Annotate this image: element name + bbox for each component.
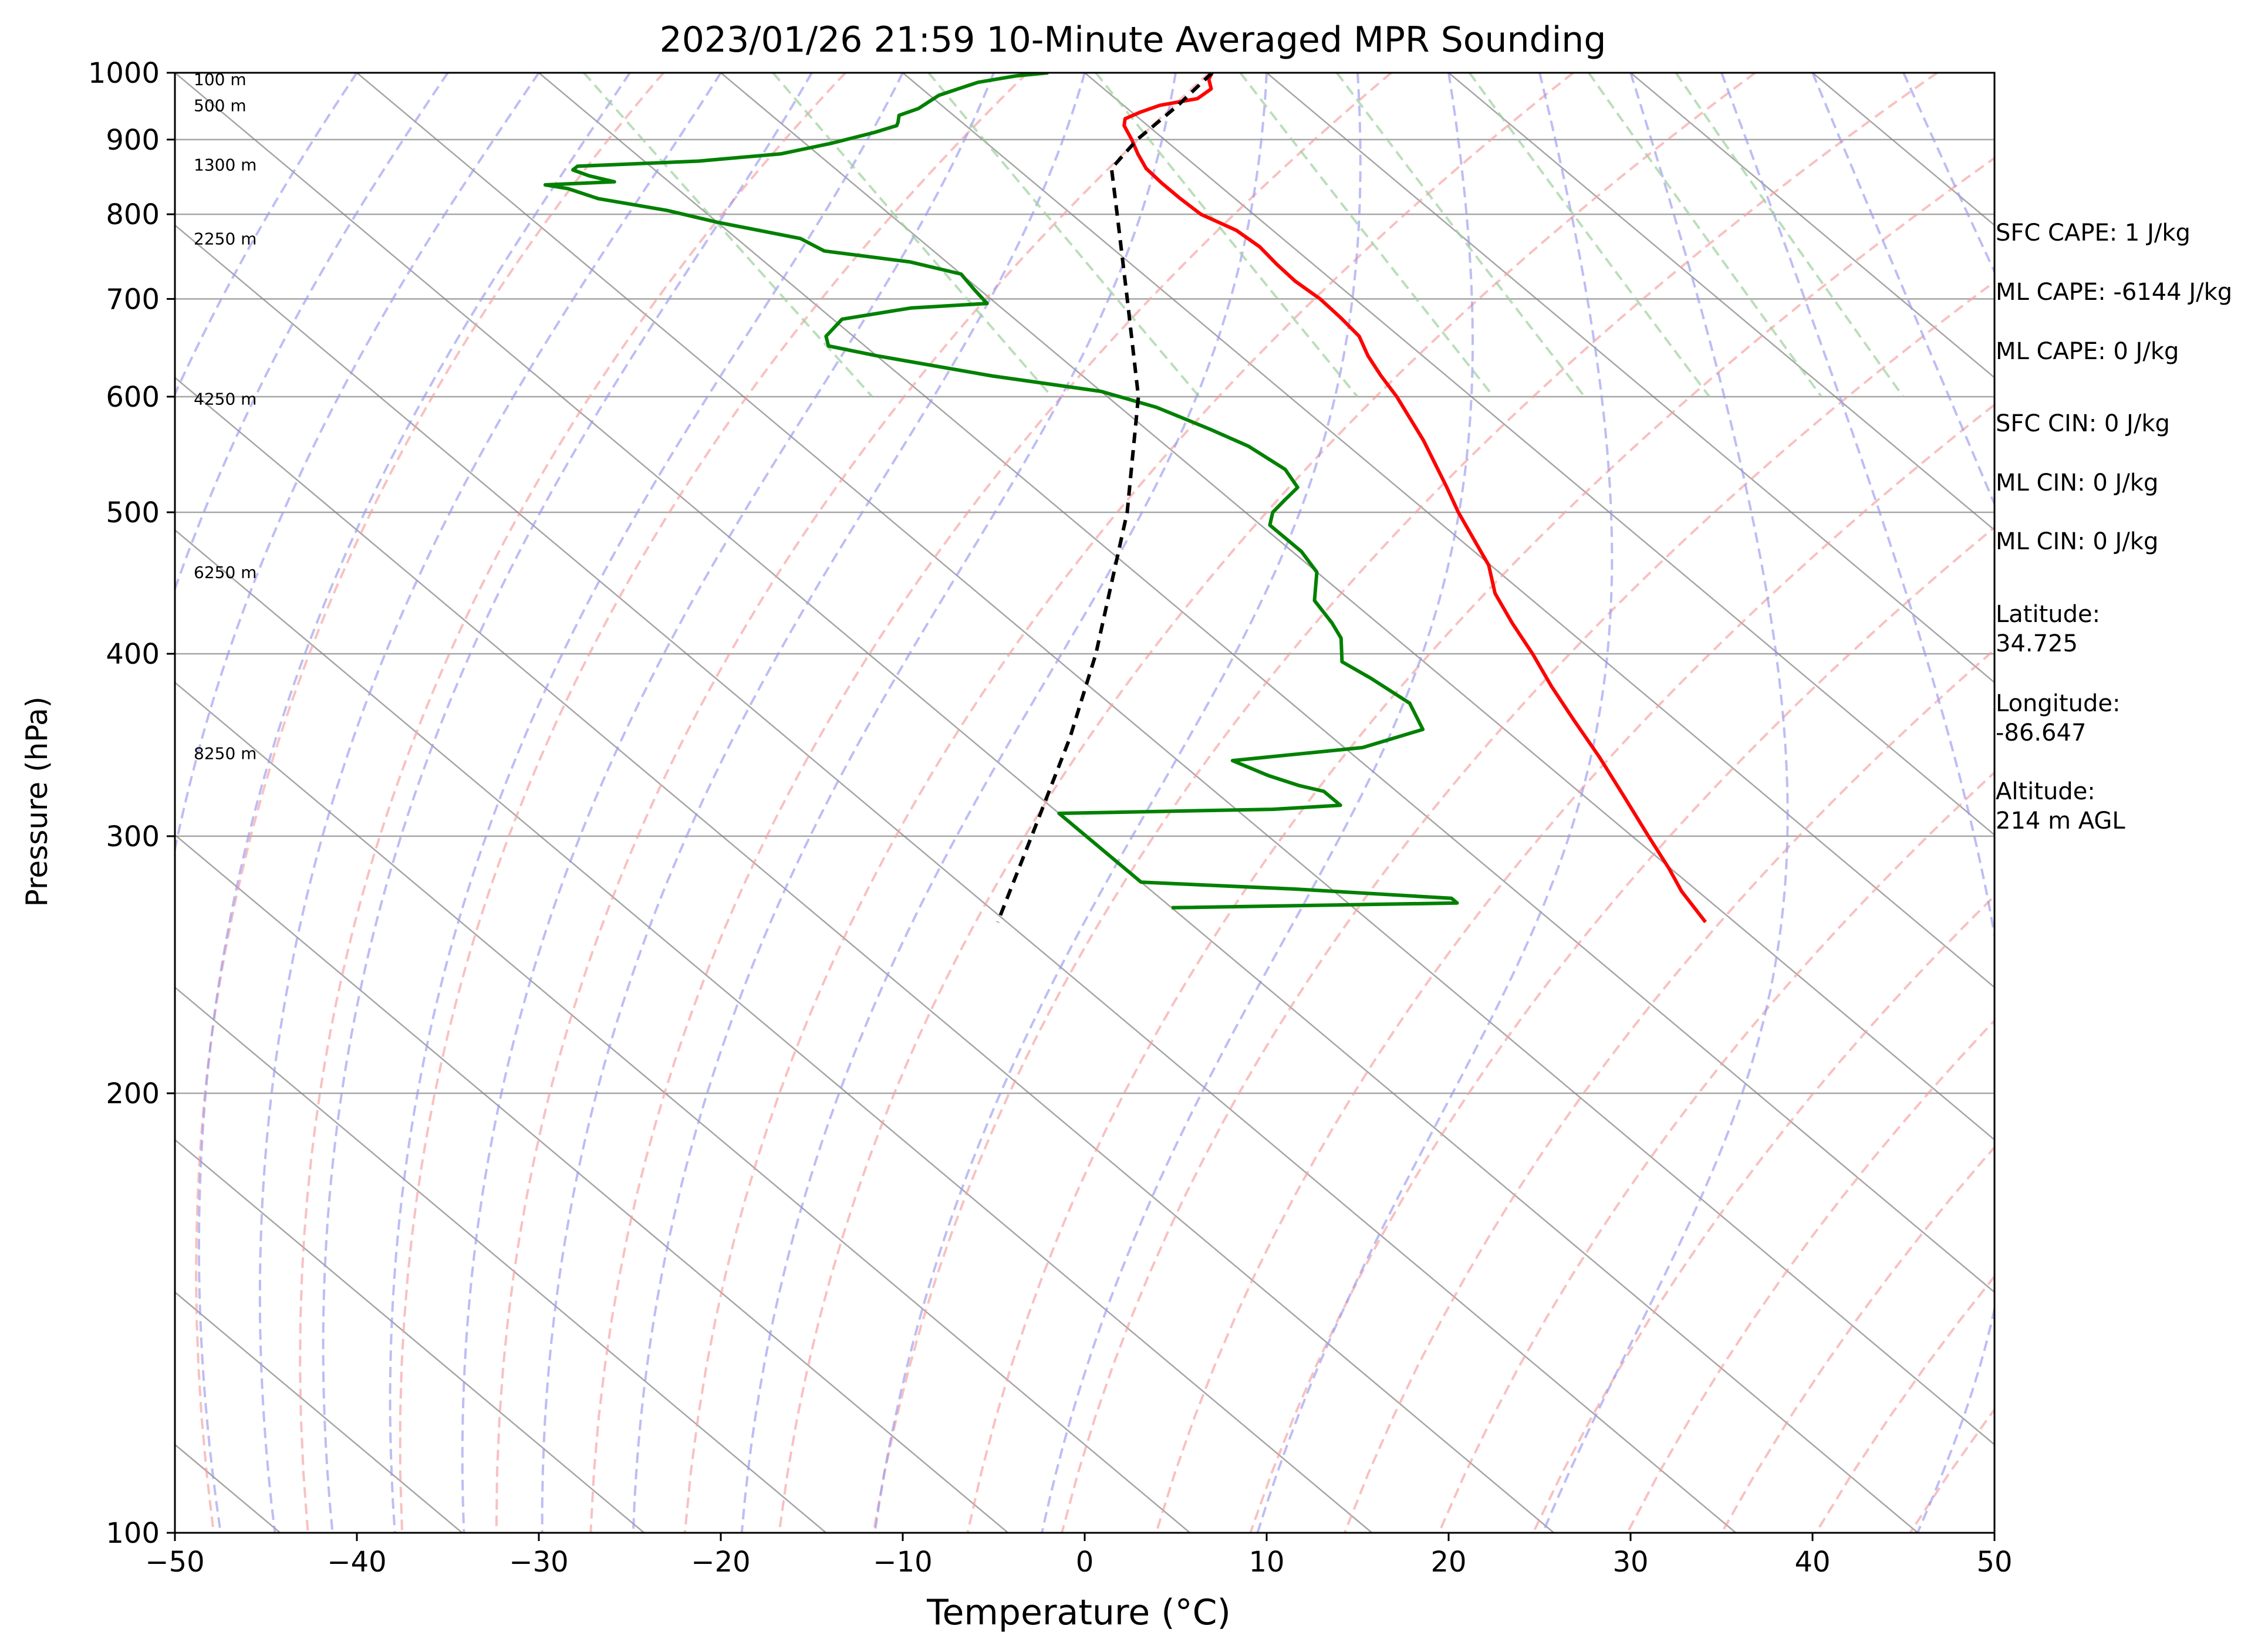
x-tick-label: 40 xyxy=(1794,1546,1830,1579)
height-label: 4250 m xyxy=(194,390,256,409)
y-tick-label: 200 xyxy=(106,1077,160,1110)
dry-adiabat-line xyxy=(495,73,1210,1533)
x-tick-label: −40 xyxy=(327,1546,386,1579)
isotherm-line xyxy=(175,681,1191,1533)
x-axis-label: Temperature (°C) xyxy=(926,1592,1231,1633)
moist-adiabat-line xyxy=(541,73,1086,1533)
isotherm-line xyxy=(175,834,1009,1533)
dewpoint-profile xyxy=(543,73,1459,910)
height-label: 6250 m xyxy=(194,563,256,582)
y-axis-label: Pressure (hPa) xyxy=(20,697,54,907)
moist-adiabat-line xyxy=(322,73,813,1533)
x-tick-label: 10 xyxy=(1248,1546,1284,1579)
moist-adiabat-line xyxy=(389,73,904,1533)
isotherm-line xyxy=(538,73,1994,1293)
chart-title: 2023/01/26 21:59 10-Minute Averaged MPR … xyxy=(660,19,1607,60)
longitude-text: Longitude: -86.647 xyxy=(1996,690,2121,746)
dry-adiabat-line xyxy=(778,73,1756,1533)
altitude-text: Altitude: 214 m AGL xyxy=(1996,778,2125,834)
moist-adiabat-line xyxy=(1811,73,1994,507)
ml-cin-text-2: ML CIN: 0 J/kg xyxy=(1996,528,2159,555)
dry-adiabat-line xyxy=(872,73,1938,1533)
dry-adiabat-line xyxy=(1155,403,1994,1533)
y-tick-label: 100 xyxy=(106,1517,160,1550)
x-tick-label: −30 xyxy=(509,1546,568,1579)
height-label: 500 m xyxy=(194,96,247,115)
isotherm-line xyxy=(1084,73,1994,836)
isotherm-line xyxy=(902,73,1994,989)
dry-adiabat-line xyxy=(1437,771,1994,1533)
x-tick-label: −50 xyxy=(145,1546,204,1579)
isotherm-line xyxy=(175,986,827,1533)
sounding-profiles xyxy=(543,73,1707,924)
moist-adiabat-line xyxy=(175,73,358,397)
x-tick-label: −20 xyxy=(691,1546,750,1579)
dry-adiabat-line xyxy=(966,156,1994,1533)
moist-adiabat-line xyxy=(461,73,995,1533)
isotherm-line xyxy=(1448,73,1994,531)
ml-cape-text: ML CAPE: -6144 J/kg xyxy=(1996,279,2233,306)
dry-adiabat-line xyxy=(683,73,1574,1533)
y-tick-label: 800 xyxy=(106,198,160,231)
isotherm-line xyxy=(175,529,1373,1533)
moist-adiabat-line xyxy=(740,73,1268,1533)
y-tick-label: 900 xyxy=(106,124,160,157)
axes: −50 −40 −30 −20 −10 0 10 20 30 40 50 1000 900 800 700 6… xyxy=(88,57,2013,1579)
mixing-ratio-line xyxy=(1675,73,1905,398)
y-tick-label: 300 xyxy=(106,820,160,853)
moist-adiabat-line xyxy=(198,73,631,1533)
moist-adiabat-line xyxy=(1256,73,1614,1533)
mixing-ratio-line xyxy=(1468,73,1710,398)
ml-cin-text: ML CIN: 0 J/kg xyxy=(1996,469,2159,496)
moist-adiabat-line xyxy=(1541,73,1789,1533)
mixing-ratio-line xyxy=(772,73,1053,398)
y-tick-label: 600 xyxy=(106,381,160,414)
dry-adiabat-line xyxy=(589,73,1392,1533)
height-label: 1300 m xyxy=(194,156,256,175)
isotherm-line xyxy=(356,73,1994,1446)
mixing-ratio-line xyxy=(1335,73,1586,398)
mixing-ratio-line xyxy=(1588,73,1823,398)
moist-adiabat-line xyxy=(258,73,722,1533)
isotherm-line xyxy=(175,224,1737,1533)
x-tick-label: 0 xyxy=(1076,1546,1094,1579)
height-label: 2250 m xyxy=(194,229,256,248)
reference-lines xyxy=(175,73,1994,1533)
parcel-path xyxy=(996,73,1214,923)
mixing-ratio-line xyxy=(1239,73,1495,398)
dry-adiabat-line xyxy=(399,73,1028,1533)
y-tick-label: 700 xyxy=(106,283,160,316)
temperature-profile xyxy=(1122,73,1707,924)
isotherm-line xyxy=(1630,73,1994,379)
ml-cape-text-2: ML CAPE: 0 J/kg xyxy=(1996,338,2179,365)
isotherm-line xyxy=(175,376,1555,1533)
dry-adiabat-line xyxy=(299,73,846,1533)
dry-adiabat-line xyxy=(1532,894,1994,1533)
isotherm-line xyxy=(720,73,1994,1141)
x-tick-label: 20 xyxy=(1430,1546,1466,1579)
sfc-cin-text: SFC CIN: 0 J/kg xyxy=(1996,410,2170,437)
moist-adiabat-line xyxy=(175,73,540,855)
moist-adiabat-line xyxy=(175,73,449,593)
sfc-cape-text: SFC CAPE: 1 J/kg xyxy=(1996,219,2191,246)
height-label: 8250 m xyxy=(194,744,256,763)
x-tick-label: 50 xyxy=(1976,1546,2012,1579)
y-tick-label: 1000 xyxy=(88,57,160,90)
latitude-text: Latitude: 34.725 xyxy=(1996,601,2101,657)
x-tick-label: −10 xyxy=(873,1546,932,1579)
isotherm-line xyxy=(175,1138,645,1533)
moist-adiabat-line xyxy=(873,73,1362,1533)
y-tick-label: 400 xyxy=(106,638,160,671)
moist-adiabat-line xyxy=(1041,73,1474,1533)
isotherm-line xyxy=(1266,73,1994,684)
mixing-ratio-line xyxy=(927,73,1200,398)
x-tick-label: 30 xyxy=(1612,1546,1648,1579)
mixing-ratio-line xyxy=(583,73,873,398)
dry-adiabat-line xyxy=(1061,280,1994,1533)
moist-adiabat-line xyxy=(1720,73,1994,1533)
y-tick-label: 500 xyxy=(106,496,160,529)
